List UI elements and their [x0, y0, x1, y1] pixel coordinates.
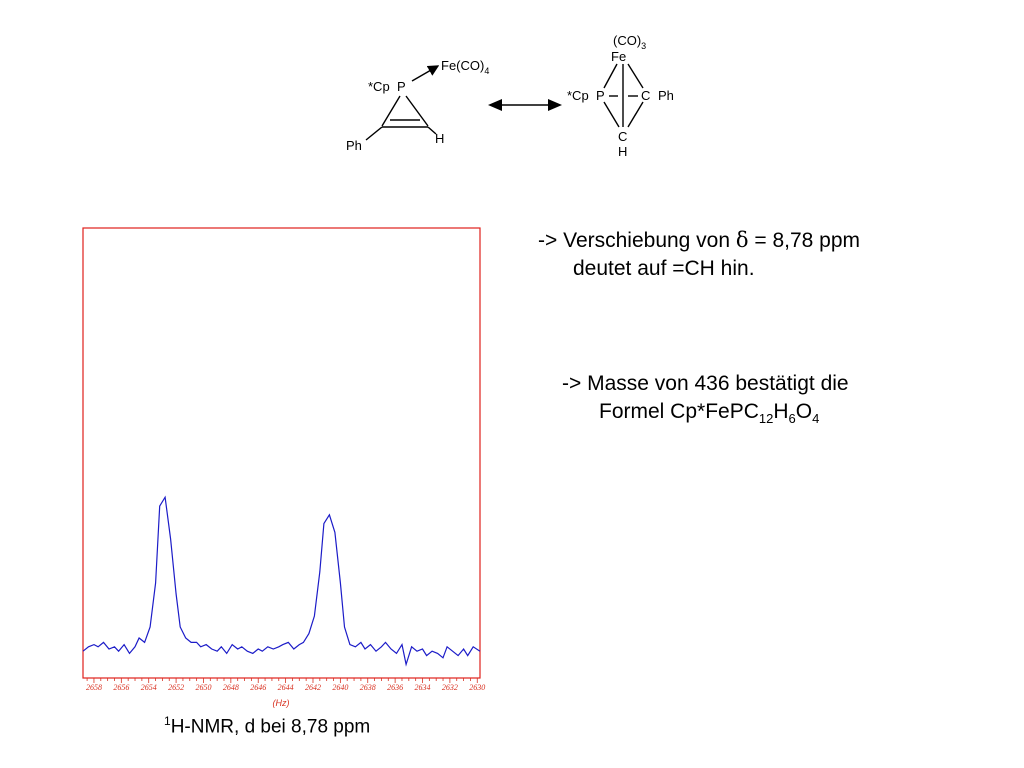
bond-fe-p — [603, 63, 618, 89]
x-tick-label: 2642 — [305, 683, 321, 692]
spectrum-caption: 1H-NMR, d bei 8,78 ppm — [164, 714, 371, 738]
x-tick-label: 2652 — [168, 683, 184, 692]
atom-p-left: P — [397, 79, 406, 94]
bond-c-h — [427, 126, 437, 135]
atom-c-right: C — [641, 88, 650, 103]
note-mass-formula: Formel Cp*FePC12H6O4 — [599, 400, 820, 427]
x-axis-label: (Hz) — [273, 698, 290, 708]
bond-p-c-left — [381, 95, 401, 127]
spectrum-frame — [82, 227, 481, 679]
label-cp-left: *Cp — [368, 79, 390, 94]
note-mass-line1: -> Masse von 436 bestätigt die — [562, 372, 849, 395]
note-mass: -> Masse von 436 bestätigt die Formel Cp… — [562, 370, 849, 433]
label-cp-right: *Cp — [567, 88, 589, 103]
x-tick-label: 2632 — [442, 683, 458, 692]
phosphirene-ring — [365, 65, 440, 141]
x-tick-label: 2648 — [223, 683, 239, 692]
bond-c-ph — [365, 126, 383, 141]
bond-p-c-right — [405, 95, 429, 127]
x-tick-label: 2656 — [113, 683, 129, 692]
x-tick-label: 2650 — [195, 683, 211, 692]
x-tick-label: 2646 — [250, 683, 266, 692]
label-co3: (CO)3 — [613, 33, 646, 51]
atom-p-right: P — [596, 88, 605, 103]
bond-p-fe-arrow — [411, 65, 440, 82]
bond-fe-c-right — [627, 63, 644, 89]
note-shift-line2: deutet auf =CH hin. — [573, 257, 755, 280]
x-tick-label: 2638 — [360, 683, 376, 692]
note-chemical-shift: -> Verschiebung von δ = 8,78 ppm deutet … — [538, 226, 860, 283]
label-h-right: H — [618, 144, 627, 159]
label-fe-co4: Fe(CO)4 — [441, 58, 489, 76]
label-ph-right: Ph — [658, 88, 674, 103]
atom-c-bottom: C — [618, 129, 627, 144]
x-tick-label: 2654 — [141, 683, 157, 692]
structure-right: (CO)3 Fe *Cp P C Ph C H — [567, 33, 674, 159]
x-tick-label: 2644 — [278, 683, 294, 692]
x-tick-label: 2634 — [415, 683, 431, 692]
resonance-arrow — [488, 99, 562, 111]
structure-left: *Cp P Fe(CO)4 Ph H — [346, 58, 489, 153]
bond-p-c-bottom — [603, 101, 620, 128]
label-ph-left: Ph — [346, 138, 362, 153]
nmr-trace — [82, 495, 481, 667]
x-axis-tick-marks — [86, 678, 478, 683]
bond-c-c-bottom — [627, 101, 644, 128]
x-tick-label: 2636 — [387, 683, 403, 692]
delta-symbol: δ — [735, 228, 749, 252]
label-h-left: H — [435, 131, 444, 146]
x-tick-label: 2658 — [86, 683, 102, 692]
note-shift-line1: -> Verschiebung von δ = 8,78 ppm — [538, 228, 861, 252]
x-tick-label: 2630 — [469, 683, 485, 692]
atom-fe: Fe — [611, 49, 626, 64]
x-axis-tick-labels: 2658 2656 2654 2652 2650 2648 2646 2644 2642 2640… — [86, 683, 485, 692]
x-tick-label: 2640 — [332, 683, 348, 692]
